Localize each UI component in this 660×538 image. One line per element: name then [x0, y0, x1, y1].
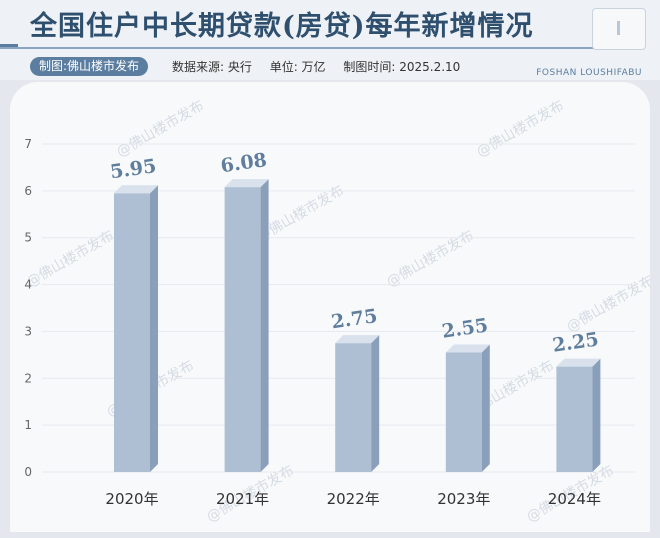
bar: [224, 187, 261, 472]
unit-label: 单位: 万亿: [269, 60, 326, 74]
y-tick-label: 5: [24, 231, 32, 245]
chart-header: 全国住户中长期贷款(房贷)每年新增情况 制图:佛山楼市发布 数据来源: 央行 单…: [0, 0, 660, 80]
data-source: 数据来源: 央行: [172, 60, 252, 74]
bar-top: [445, 344, 490, 353]
title-accent-bar: [0, 44, 18, 48]
value-label: 2.25: [551, 329, 600, 357]
value-label: 6.08: [219, 149, 268, 177]
chart-date: 制图时间: 2025.2.10: [343, 60, 461, 74]
logo-icon: [592, 8, 646, 50]
bar-side: [592, 358, 601, 472]
bar: [445, 352, 482, 472]
bar-top: [114, 185, 158, 194]
chart-panel: @佛山楼市发布 @佛山楼市发布 @佛山楼市发布 @佛山楼市发布 @佛山楼市发布 @佛山楼市…: [10, 82, 650, 532]
bar-side: [371, 335, 380, 472]
x-tick-label: 2022年: [327, 490, 380, 508]
watermark-text: @佛山楼市发布: [384, 227, 477, 291]
value-label: 5.95: [109, 155, 158, 183]
bar-chart: @佛山楼市发布 @佛山楼市发布@佛山楼市发布 @佛山楼市发布@佛山楼市发布@佛山楼市…: [24, 97, 651, 526]
meta-info: 数据来源: 央行 单位: 万亿 制图时间: 2025.2.10: [172, 58, 474, 75]
y-tick-label: 3: [24, 324, 32, 338]
bar: [114, 193, 150, 472]
bar-side: [150, 185, 158, 472]
bar: [335, 343, 372, 472]
bar-top: [556, 358, 601, 367]
x-tick-label: 2020年: [105, 490, 158, 508]
x-tick-label: 2024年: [548, 490, 601, 508]
watermark-text: @佛山楼市发布: [114, 97, 207, 161]
x-tick-label: 2021年: [216, 490, 269, 508]
title-underline: [0, 47, 600, 49]
watermark-text: @佛山楼市发布: [24, 227, 117, 291]
author-tag: 制图:佛山楼市发布: [30, 57, 149, 76]
value-label: 2.75: [330, 305, 379, 333]
y-tick-label: 6: [24, 184, 32, 198]
watermark-text: @佛山楼市发布: [474, 97, 567, 161]
y-tick-label: 7: [24, 137, 32, 151]
bar-top: [335, 335, 380, 344]
x-tick-label: 2023年: [437, 490, 490, 508]
watermark-text: @佛山楼市发布: [564, 272, 651, 336]
y-tick-label: 1: [24, 418, 32, 432]
bar-top: [224, 179, 269, 188]
bar-side: [481, 344, 490, 472]
chart-title: 全国住户中长期贷款(房贷)每年新增情况: [30, 11, 534, 42]
y-tick-label: 4: [24, 278, 32, 292]
bar-side: [260, 179, 269, 472]
value-label: 2.55: [441, 314, 490, 342]
y-tick-label: 2: [24, 371, 32, 385]
y-tick-label: 0: [24, 465, 32, 479]
bar: [556, 366, 593, 472]
brand-text: FOSHAN LOUSHIFABU: [536, 68, 642, 78]
